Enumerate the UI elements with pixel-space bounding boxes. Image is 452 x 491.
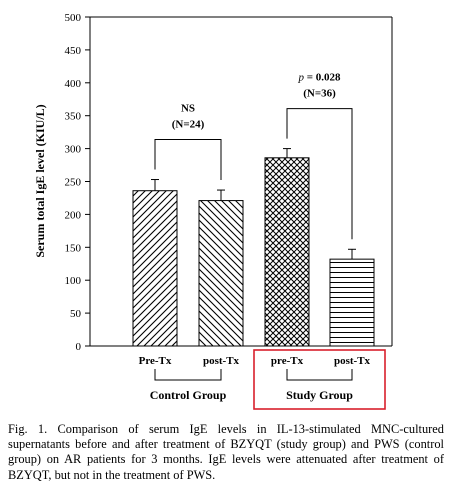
- y-ticks: 0 50 100 150 200 250 300 350 400 450 500: [65, 12, 90, 353]
- x-tick-label: Pre-Tx: [139, 355, 172, 367]
- significance-label: p = 0.028: [297, 72, 341, 84]
- y-tick-label: 300: [65, 144, 82, 156]
- bar: [329, 258, 375, 347]
- figure-caption: Fig. 1. Comparison of serum IgE levels i…: [8, 422, 444, 482]
- annotations: Pre-Tx post-Tx pre-Tx post-Tx Control Group N…: [139, 72, 386, 410]
- bar: [264, 157, 310, 347]
- comparison-bracket: [286, 108, 353, 240]
- significance-label: NS: [181, 103, 195, 115]
- bar: [198, 200, 244, 347]
- y-axis-label: Serum total IgE level (KIU/L): [33, 104, 47, 257]
- y-tick-label: 450: [65, 45, 82, 57]
- sample-size-label: (N=36): [303, 88, 336, 100]
- highlight-box: [253, 349, 386, 410]
- y-tick-label: 100: [65, 275, 82, 287]
- group-bracket: [286, 369, 353, 381]
- y-tick-label: 350: [65, 111, 82, 123]
- group-label: Control Group: [150, 388, 227, 402]
- y-tick-label: 250: [65, 177, 82, 189]
- bars: [132, 148, 375, 347]
- bar: [132, 190, 178, 347]
- bar-chart: 0 50 100 150 200 250 300 350 400 450 500 Pre-Tx pos…: [33, 12, 393, 410]
- y-tick-label: 200: [65, 209, 82, 221]
- y-tick-label: 50: [70, 308, 82, 320]
- group-bracket: [154, 369, 222, 381]
- x-tick-label: post-Tx: [334, 355, 371, 367]
- sample-size-label: (N=24): [172, 119, 205, 131]
- comparison-bracket: [154, 139, 222, 181]
- y-tick-label: 500: [65, 12, 82, 24]
- group-label: Study Group: [286, 388, 353, 402]
- y-tick-label: 400: [65, 78, 82, 90]
- x-tick-label: pre-Tx: [271, 355, 304, 367]
- y-tick-label: 0: [76, 341, 82, 353]
- y-tick-label: 150: [65, 242, 82, 254]
- x-tick-label: post-Tx: [203, 355, 240, 367]
